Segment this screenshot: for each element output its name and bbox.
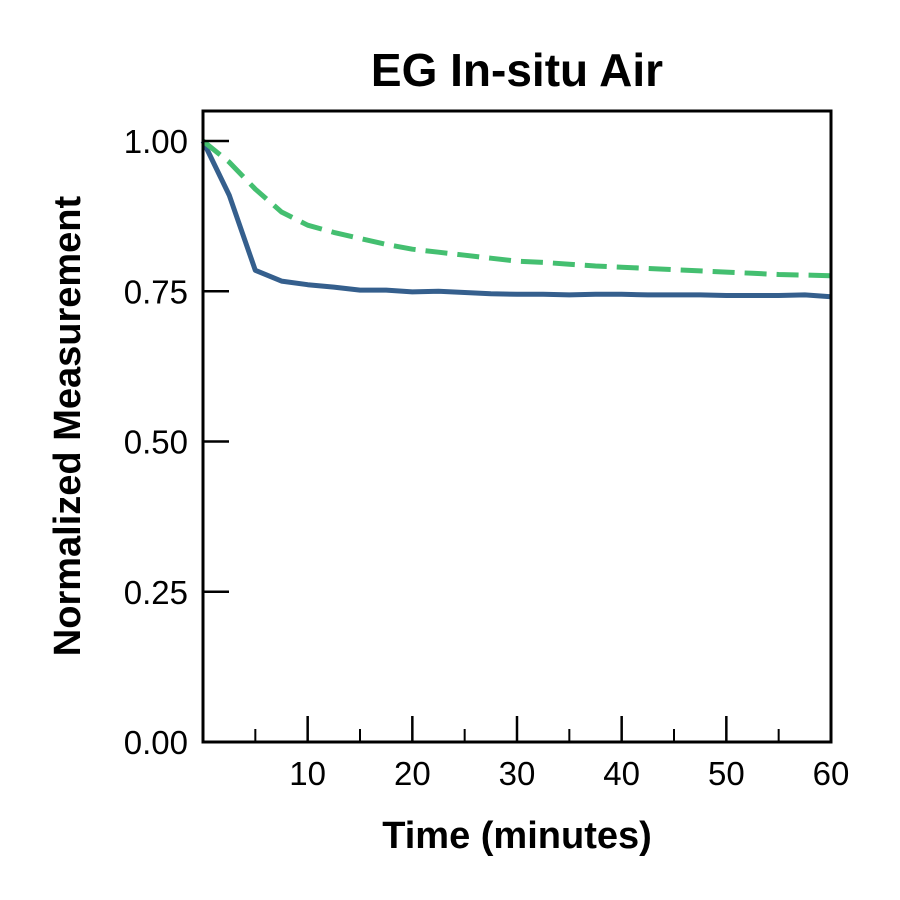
- y-tick-label: 0.00: [124, 724, 188, 761]
- y-tick-label: 1.00: [124, 123, 188, 160]
- x-tick-label: 20: [394, 755, 431, 792]
- x-tick-label: 30: [499, 755, 536, 792]
- plot-frame: [201, 109, 833, 744]
- chart-title: EG In-situ Air: [371, 44, 663, 96]
- x-tick-label: 10: [289, 755, 326, 792]
- x-axis-label: Time (minutes): [382, 815, 652, 857]
- x-tick-label: 60: [813, 755, 850, 792]
- y-tick-label: 0.75: [124, 273, 188, 310]
- y-tick-label: 0.25: [124, 574, 188, 611]
- series-line-2: [201, 139, 832, 279]
- y-axis-label: Normalized Measurement: [47, 195, 89, 656]
- x-tick-label: 50: [708, 755, 745, 792]
- x-tick-label: 40: [603, 755, 640, 792]
- plot-area: 0.00 0.25 0.50 0.75 1.00 10 20 30 40 50 60: [124, 109, 850, 792]
- y-tick-label: 0.50: [124, 424, 188, 461]
- series-line-1: [200, 139, 832, 300]
